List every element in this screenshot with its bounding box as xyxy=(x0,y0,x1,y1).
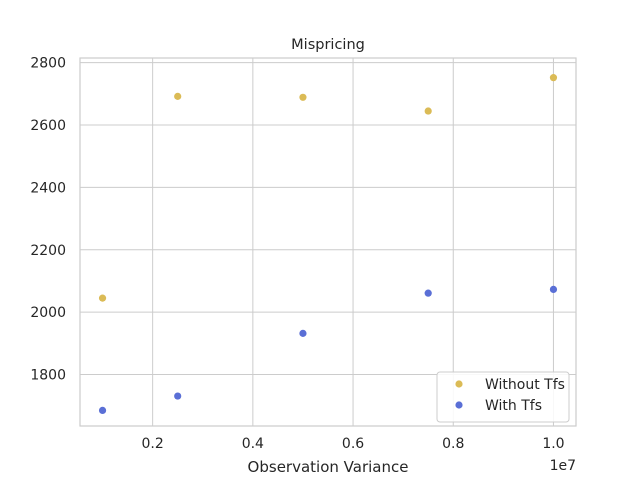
x-tick-label: 0.2 xyxy=(142,436,164,452)
x-axis-offset-label: 1e7 xyxy=(550,458,576,474)
y-tick-label: 2800 xyxy=(30,56,66,72)
x-tick-label: 0.6 xyxy=(342,436,364,452)
data-points xyxy=(98,74,558,415)
data-point-without-tfs xyxy=(98,294,107,302)
data-point-with-tfs xyxy=(299,329,307,337)
legend-box xyxy=(436,371,570,423)
legend-marker-without-tfs xyxy=(455,380,463,388)
plot-frame xyxy=(79,57,577,427)
y-tick-label: 2400 xyxy=(30,180,66,196)
legend-label-with-tfs: With Tfs xyxy=(485,398,542,414)
legend-marker-with-tfs xyxy=(455,401,463,409)
x-tick-label: 1.0 xyxy=(542,436,564,452)
data-point-without-tfs xyxy=(424,107,432,115)
y-tick-label: 1800 xyxy=(30,368,66,384)
x-axis-label: Observation Variance xyxy=(248,458,409,476)
legend-label-without-tfs: Without Tfs xyxy=(485,377,565,393)
chart-title: Mispricing xyxy=(291,37,365,53)
y-tick-label: 2600 xyxy=(30,118,66,134)
x-tick-label: 0.8 xyxy=(442,436,464,452)
legend: Without Tfs With Tfs xyxy=(436,371,570,423)
grid xyxy=(80,58,576,426)
data-point-without-tfs xyxy=(174,92,182,100)
data-point-without-tfs xyxy=(299,93,307,101)
data-point-with-tfs xyxy=(549,285,558,294)
y-tick-label: 2000 xyxy=(30,305,66,321)
data-point-without-tfs xyxy=(549,74,558,82)
tick-labels: 0.2 0.4 0.6 0.8 1.0 1800 2000 2200 2400 2600 2800 xyxy=(30,56,564,452)
data-point-with-tfs xyxy=(424,289,432,297)
data-point-with-tfs xyxy=(98,406,107,415)
data-point-with-tfs xyxy=(174,392,182,400)
x-tick-label: 0.4 xyxy=(242,436,264,452)
y-tick-label: 2200 xyxy=(30,243,66,259)
